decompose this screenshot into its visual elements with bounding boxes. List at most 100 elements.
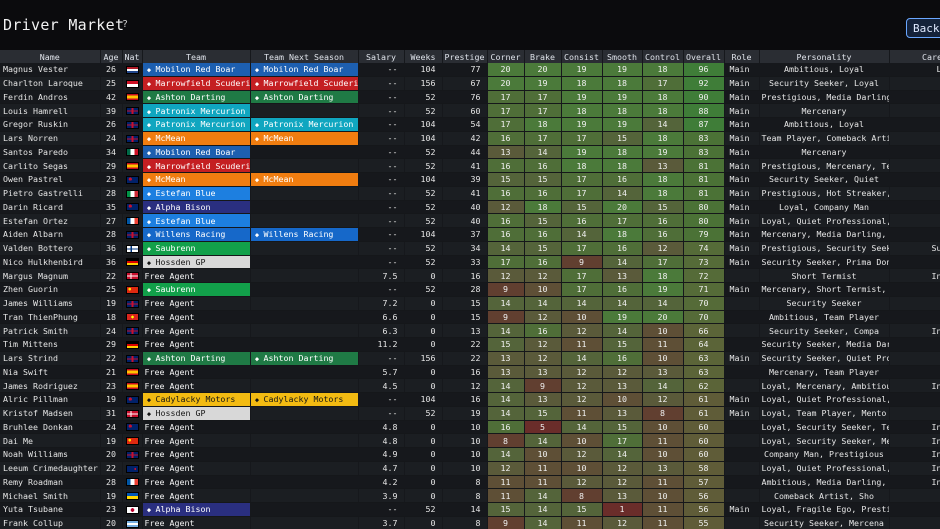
table-row[interactable]: Nico Hulkhenbird 36 ◆ Hossden GP -- 52 33 17 16 9… (0, 255, 940, 270)
table-row[interactable]: Carlito Segas 29 ◆ Marrowfield Scuderi -- 52 4… (0, 158, 940, 173)
column-header-brake[interactable]: Brake (524, 50, 562, 63)
team-cell[interactable]: ◆ Alpha Bison (142, 502, 251, 517)
team-next-season-cell[interactable]: ◆ Patronix Mercurion (250, 117, 359, 132)
table-row[interactable]: Kristof Madsen 31 ◆ Hossden GP -- 52 19 14 15 11 1… (0, 406, 940, 421)
table-row[interactable]: Darin Ricard 35 ◆ Alpha Bison -- 52 40 12 18 15 20… (0, 200, 940, 215)
table-row[interactable]: Tim Mittens 29 Free Agent 11.2 0 22 15 12 11 15 11… (0, 337, 940, 352)
table-row[interactable]: Zhen Guorin 25 ◆ Saubrenn -- 52 28 9 10 17 16 19 71 M… (0, 282, 940, 297)
table-row[interactable]: Margus Magnum 22 Free Agent 7.5 0 16 12 12 17 13 1… (0, 268, 940, 283)
team-cell[interactable]: Free Agent (142, 337, 251, 352)
table-row[interactable]: Aiden Albarn 28 ◆ Willens Racing ◆ Willens Ra… (0, 227, 940, 242)
column-header-control[interactable]: Control (642, 50, 684, 63)
table-row[interactable]: Remy Roadman 28 Free Agent 4.2 0 8 11 11 12 12 11 5… (0, 475, 940, 490)
team-cell[interactable]: ◆ Mobilon Red Boar (142, 63, 251, 77)
table-row[interactable]: Lars Norren 24 ◆ McMean ◆ McMean -- 104 42 16 17 17… (0, 131, 940, 146)
team-next-season-cell[interactable]: ◆ Ashton Darting (250, 90, 359, 105)
team-cell[interactable]: ◆ Marrowfield Scuderi (142, 158, 251, 173)
back-button[interactable]: Back (906, 18, 940, 38)
column-header-overall[interactable]: Overall (683, 50, 725, 63)
table-row[interactable]: Noah Williams 20 Free Agent 4.9 0 10 14 10 12 14 1… (0, 447, 940, 462)
column-header-salary[interactable]: Salary (358, 50, 405, 63)
team-cell[interactable]: ◆ Ashton Darting (142, 351, 251, 366)
stat-consist: 17 (561, 131, 603, 146)
column-header-personality[interactable]: Personality (759, 50, 890, 63)
team-cell[interactable]: ◆ Patronix Mercurion (142, 103, 251, 118)
team-cell[interactable]: Free Agent (142, 296, 251, 311)
team-cell[interactable]: Free Agent (142, 268, 251, 283)
team-next-season-cell[interactable]: ◆ McMean (250, 172, 359, 187)
table-row[interactable]: Frank Collup 20 Free Agent 3.7 0 8 9 14 11 12 11 55… (0, 516, 940, 529)
team-next-season-cell[interactable]: ◆ Ashton Darting (250, 351, 359, 366)
table-row[interactable]: Gregor Ruskin 26 ◆ Patronix Mercurion ◆ Patro… (0, 117, 940, 132)
table-row[interactable]: James Rodriguez 23 Free Agent 4.5 0 12 14 9 12 13… (0, 378, 940, 393)
table-row[interactable]: Leeum Crimedaughter 22 Free Agent 4.7 0 10 12 1… (0, 461, 940, 476)
column-header-team[interactable]: Team (142, 50, 251, 63)
team-cell[interactable]: ◆ Saubrenn (142, 241, 251, 256)
team-cell[interactable]: ◆ McMean (142, 172, 251, 187)
team-next-season-cell[interactable]: ◆ Marrowfield Scuderi (250, 76, 359, 91)
table-row[interactable]: Tran ThienPhung 18 Free Agent 6.6 0 15 9 12 10 19… (0, 310, 940, 325)
team-cell[interactable]: ◆ Patronix Mercurion (142, 117, 251, 132)
team-cell[interactable]: ◆ Cadylacky Motors (142, 392, 251, 407)
table-row[interactable]: Santos Paredo 34 ◆ Mobilon Red Boar -- 52 44 13… (0, 145, 940, 160)
team-cell[interactable]: Free Agent (142, 447, 251, 462)
column-header-career[interactable]: Career (889, 50, 940, 63)
team-cell[interactable]: ◆ Estefan Blue (142, 213, 251, 228)
column-header-age[interactable]: Age (100, 50, 123, 63)
team-cell[interactable]: Free Agent (142, 488, 251, 503)
team-cell[interactable]: ◆ Ashton Darting (142, 90, 251, 105)
table-row[interactable]: Ferdin Andros 42 ◆ Ashton Darting ◆ Ashton Da… (0, 90, 940, 105)
team-next-season-cell[interactable]: ◆ McMean (250, 131, 359, 146)
team-next-season-cell[interactable]: ◆ Cadylacky Motors (250, 392, 359, 407)
team-name: Patronix Mercurion (263, 119, 354, 130)
team-cell[interactable]: Free Agent (142, 433, 251, 448)
table-row[interactable]: Estefan Ortez 27 ◆ Estefan Blue -- 52 40 16 15 16… (0, 213, 940, 228)
stat-overall: 88 (683, 103, 725, 118)
team-cell[interactable]: Free Agent (142, 323, 251, 338)
table-row[interactable]: Nia Swift 21 Free Agent 5.7 0 16 13 13 12 12 13 63 M… (0, 365, 940, 380)
column-header-team-next-season[interactable]: Team Next Season (250, 50, 359, 63)
team-cell[interactable]: ◆ Hossden GP (142, 255, 251, 270)
team-cell[interactable]: ◆ Marrowfield Scuderi (142, 76, 251, 91)
help-icon[interactable]: ? (122, 19, 129, 30)
table-row[interactable]: Owen Pastrel 23 ◆ McMean ◆ McMean -- 104 39 15 15 1… (0, 172, 940, 187)
table-row[interactable]: Dai Me 19 Free Agent 4.8 0 10 8 14 10 17 11 60 Loyal… (0, 433, 940, 448)
column-header-smooth[interactable]: Smooth (602, 50, 643, 63)
team-cell[interactable]: ◆ Mobilon Red Boar (142, 145, 251, 160)
team-cell[interactable]: Free Agent (142, 378, 251, 393)
table-row[interactable]: Patrick Smith 24 Free Agent 6.3 0 13 14 16 12 14 1… (0, 323, 940, 338)
team-cell[interactable]: Free Agent (142, 461, 251, 476)
team-cell[interactable]: Free Agent (142, 475, 251, 490)
table-row[interactable]: Alric Pillman 19 ◆ Cadylacky Motors ◆ Cadylac… (0, 392, 940, 407)
team-cell[interactable]: ◆ Alpha Bison (142, 200, 251, 215)
table-row[interactable]: Louis Hamrell 39 ◆ Patronix Mercurion -- 52 60… (0, 103, 940, 118)
team-cell[interactable]: Free Agent (142, 310, 251, 325)
team-cell[interactable]: Free Agent (142, 365, 251, 380)
driver-table-container[interactable]: Name Age Nat Team Team Next Season Salary Week… (0, 50, 940, 529)
team-cell[interactable]: ◆ Estefan Blue (142, 186, 251, 201)
table-row[interactable]: Yuta Tsubane 23 ◆ Alpha Bison -- 52 14 15 14 15 1 1… (0, 502, 940, 517)
table-row[interactable]: Valden Bottero 36 ◆ Saubrenn -- 52 34 14 15 17 16 1… (0, 241, 940, 256)
team-next-season-cell[interactable]: ◆ Mobilon Red Boar (250, 63, 359, 77)
team-cell[interactable]: ◆ Saubrenn (142, 282, 251, 297)
column-header-role[interactable]: Role (724, 50, 760, 63)
team-cell[interactable]: ◆ Hossden GP (142, 406, 251, 421)
team-cell[interactable]: Free Agent (142, 516, 251, 529)
table-row[interactable]: Magnus Vester 26 ◆ Mobilon Red Boar ◆ Mobilon… (0, 63, 940, 77)
team-cell[interactable]: ◆ McMean (142, 131, 251, 146)
column-header-nat[interactable]: Nat (122, 50, 143, 63)
team-cell[interactable]: ◆ Willens Racing (142, 227, 251, 242)
column-header-corner[interactable]: Corner (487, 50, 525, 63)
table-row[interactable]: Lars Strind 22 ◆ Ashton Darting ◆ Ashton Dart… (0, 351, 940, 366)
team-next-season-cell[interactable]: ◆ Willens Racing (250, 227, 359, 242)
table-row[interactable]: Bruhlee Donkan 24 Free Agent 4.8 0 10 16 5 14 15 1… (0, 420, 940, 435)
column-header-prestige[interactable]: Prestige (442, 50, 488, 63)
column-header-consist[interactable]: Consist (561, 50, 603, 63)
table-row[interactable]: Pietro Gastrelli 28 ◆ Estefan Blue -- 52 41 16 1… (0, 186, 940, 201)
table-row[interactable]: Michael Smith 19 Free Agent 3.9 0 8 11 14 8 13 10 5… (0, 488, 940, 503)
column-header-name[interactable]: Name (0, 50, 101, 63)
table-row[interactable]: James Williams 19 Free Agent 7.2 0 15 14 14 14 14… (0, 296, 940, 311)
team-cell[interactable]: Free Agent (142, 420, 251, 435)
column-header-weeks[interactable]: Weeks (404, 50, 443, 63)
table-row[interactable]: Charlton Laroque 25 ◆ Marrowfield Scuderi ◆ M… (0, 76, 940, 91)
